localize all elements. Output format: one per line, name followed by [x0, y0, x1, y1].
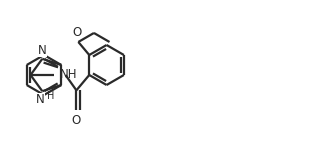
Text: NH: NH: [59, 68, 77, 81]
Text: N: N: [36, 93, 44, 106]
Text: O: O: [73, 26, 82, 39]
Text: H: H: [47, 91, 54, 101]
Text: N: N: [38, 44, 47, 57]
Text: O: O: [72, 114, 81, 127]
